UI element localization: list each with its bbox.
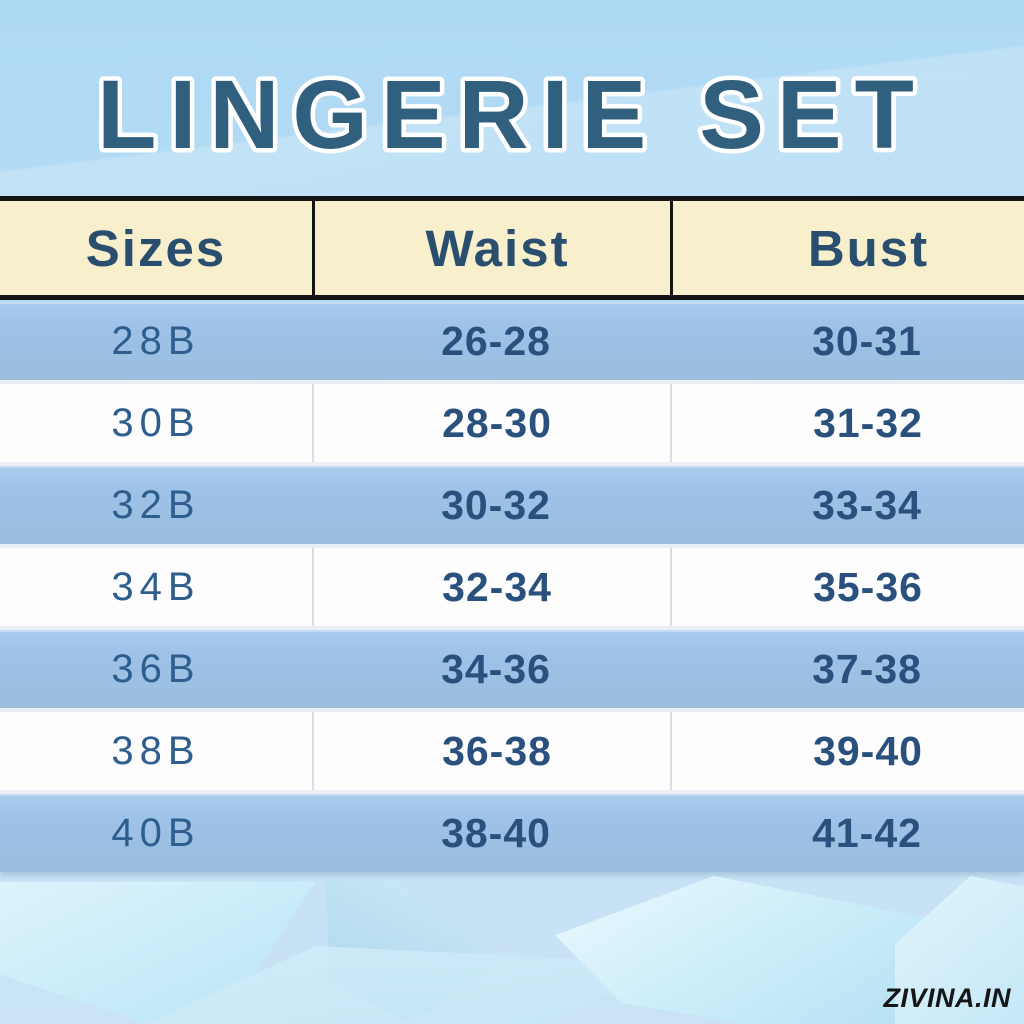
page-title-shadow: LINGERIE SET <box>100 64 930 173</box>
decorative-hexagon-area <box>0 876 1024 1024</box>
size-cell: 36B <box>111 646 201 691</box>
page-title-graphic: LINGERIE SET LINGERIE SET <box>93 56 930 174</box>
waist-cell: 34-36 <box>441 645 551 692</box>
waist-cell: 36-38 <box>312 712 670 790</box>
header-cell-waist: Waist <box>312 201 670 295</box>
table-row: 40B 38-40 41-42 <box>0 794 1024 872</box>
bust-cell: 41-42 <box>812 809 922 856</box>
table-header-row: Sizes Waist Bust <box>0 196 1024 300</box>
bust-cell: 35-36 <box>670 548 1024 626</box>
table-body: 28B 26-28 30-31 30B 28-30 31-32 32B 30-3… <box>0 302 1024 872</box>
waist-cell: 38-40 <box>441 809 551 856</box>
size-cell: 38B <box>111 728 201 773</box>
bust-cell: 39-40 <box>670 712 1024 790</box>
header-cell-bust: Bust <box>670 201 1024 295</box>
size-cell: 28B <box>111 318 201 363</box>
table-row: 32B 30-32 33-34 <box>0 466 1024 544</box>
table-row: 38B 36-38 39-40 <box>0 712 1024 790</box>
waist-cell: 28-30 <box>312 384 670 462</box>
table-row: 34B 32-34 35-36 <box>0 548 1024 626</box>
page-title: LINGERIE SET <box>97 60 927 169</box>
table-row: 30B 28-30 31-32 <box>0 384 1024 462</box>
waist-cell: 30-32 <box>441 481 551 528</box>
header-cell-sizes: Sizes <box>85 219 227 277</box>
bust-cell: 31-32 <box>670 384 1024 462</box>
waist-cell: 26-28 <box>441 317 551 364</box>
size-cell: 40B <box>111 810 201 855</box>
size-cell: 34B <box>111 564 201 609</box>
size-cell: 30B <box>111 400 201 445</box>
bust-cell: 37-38 <box>812 645 922 692</box>
waist-cell: 32-34 <box>312 548 670 626</box>
brand-watermark: ZIVINA.IN <box>883 983 1011 1013</box>
bust-cell: 30-31 <box>812 317 922 364</box>
size-cell: 32B <box>111 482 201 527</box>
bust-cell: 33-34 <box>812 481 922 528</box>
table-row: 28B 26-28 30-31 <box>0 302 1024 380</box>
hexagon-shape <box>555 876 925 1024</box>
table-row: 36B 34-36 37-38 <box>0 630 1024 708</box>
